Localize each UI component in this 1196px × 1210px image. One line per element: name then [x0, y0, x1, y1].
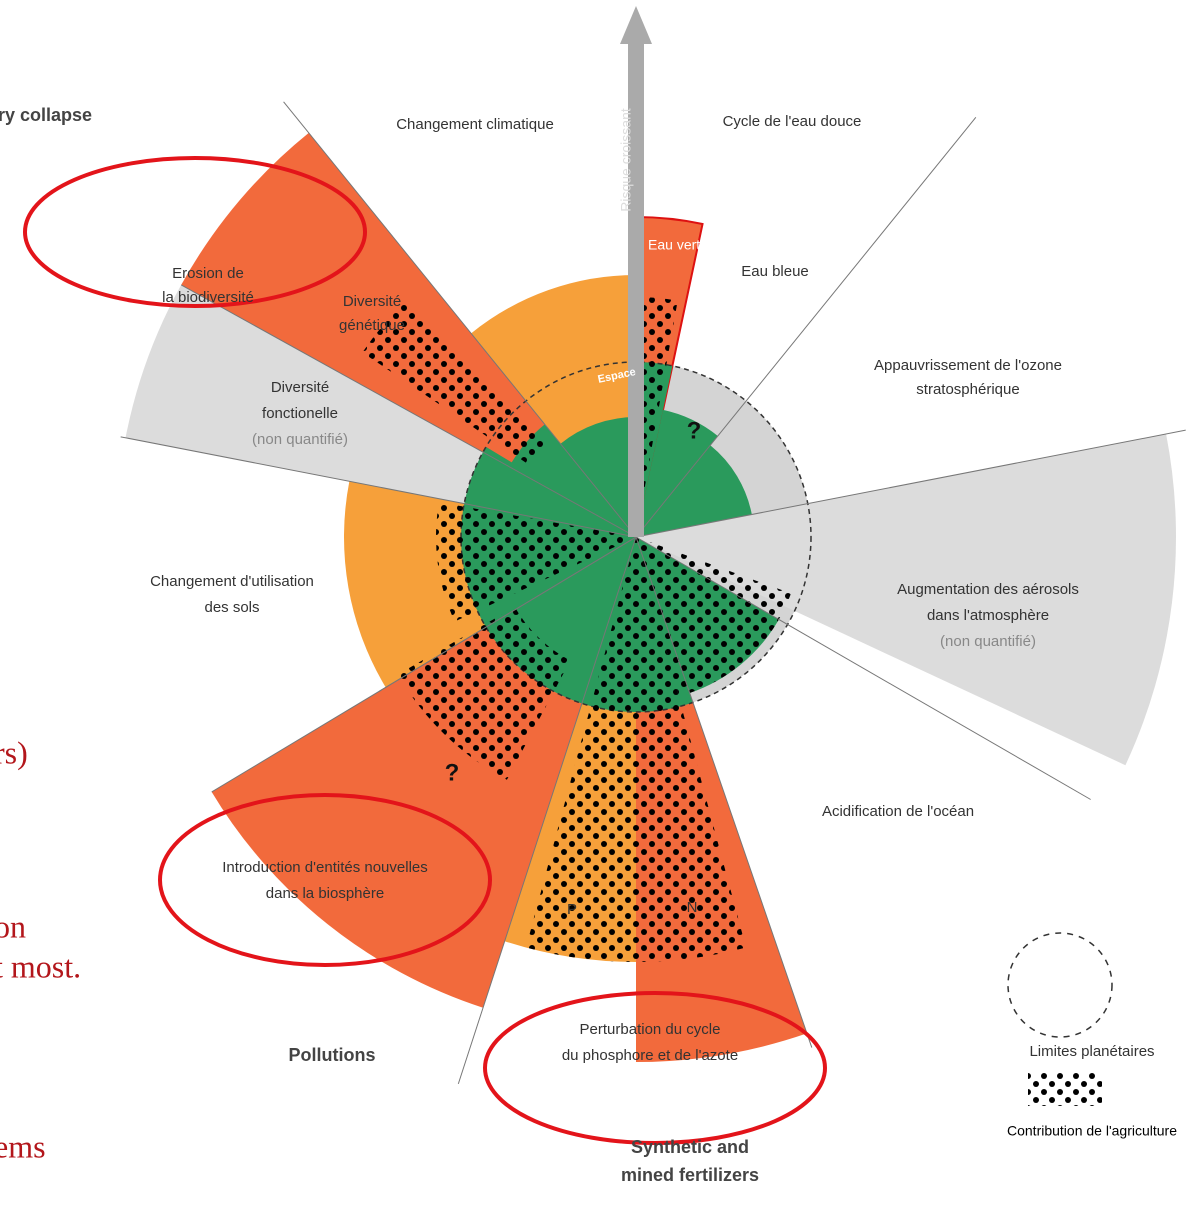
- highlight: [158, 793, 492, 967]
- question-mark: ?: [445, 759, 460, 786]
- legend-label: Contribution de l'agriculture: [1007, 1123, 1177, 1139]
- label: des sols: [204, 599, 259, 616]
- side-label: mined fertilizers: [621, 1165, 759, 1185]
- label: Augmentation des aérosols: [897, 581, 1079, 598]
- divider: [457, 536, 637, 1085]
- label: Changement climatique: [396, 116, 554, 133]
- side-label: Synthetic and: [631, 1137, 749, 1157]
- label: du phosphore et de l'azote: [562, 1047, 738, 1064]
- label: (non quantifié): [252, 431, 348, 448]
- divider: [635, 536, 813, 1048]
- safe-sector: [636, 445, 752, 537]
- divider: [283, 101, 637, 538]
- divider: [378, 536, 637, 692]
- divider: [635, 536, 1091, 800]
- cut-text: ems: [0, 1128, 46, 1164]
- agri-dots: [636, 537, 792, 697]
- arrow-head: [620, 6, 652, 44]
- axis-label: Risque croissant: [618, 108, 634, 212]
- label: Eau bleue: [741, 263, 809, 280]
- label: fonctionelle: [262, 405, 338, 422]
- cut-text: on: [0, 908, 26, 944]
- agri-dots: [397, 607, 571, 780]
- highlight: [23, 156, 367, 308]
- label: N: [687, 899, 698, 916]
- safe-sector: [636, 409, 718, 537]
- label: (non quantifié): [940, 633, 1036, 650]
- label: Erosion de: [172, 265, 244, 282]
- label: Eau verte: [648, 237, 708, 253]
- label: Diversité: [343, 293, 401, 310]
- highlight: [483, 991, 827, 1145]
- label: P: [567, 901, 577, 918]
- divider: [635, 117, 977, 538]
- side-label: Pollutions: [289, 1045, 376, 1065]
- sector: [636, 433, 1177, 766]
- label: Diversité: [271, 379, 329, 396]
- divider: [635, 429, 1186, 538]
- label: génétique: [339, 317, 405, 334]
- label: Acidification de l'océan: [822, 803, 974, 820]
- agri-dots: [436, 502, 636, 622]
- sectors: [23, 6, 1186, 1145]
- divider: [180, 284, 637, 538]
- label: Changement d'utilisation: [150, 573, 314, 590]
- cut-text: rs): [0, 734, 28, 770]
- question-mark: ?: [687, 417, 702, 444]
- arrow-shaft: [628, 40, 644, 537]
- label: dans l'atmosphère: [927, 607, 1049, 624]
- label: la biodiversité: [162, 289, 254, 306]
- agri-dots: [362, 299, 546, 465]
- label: Perturbation du cycle: [580, 1021, 721, 1038]
- agri-dots: [636, 297, 678, 537]
- legend-label: Limites planétaires: [1029, 1043, 1154, 1060]
- label: stratosphérique: [916, 381, 1019, 398]
- label: Appauvrissement de l'ozone: [874, 357, 1062, 374]
- label: Cycle de l'eau douce: [723, 113, 862, 130]
- labels: ry collapse Changement climatique Cycle …: [0, 105, 1177, 1185]
- label: Introduction d'entités nouvelles: [222, 859, 428, 876]
- label: dans la biosphère: [266, 885, 384, 902]
- cut-title: ry collapse: [0, 105, 92, 125]
- cut-text: t most.: [0, 948, 81, 984]
- legend-boundary: [1007, 932, 1113, 1038]
- agri-dots: [526, 537, 746, 962]
- legend-dots: [1028, 1072, 1102, 1106]
- divider: [120, 436, 637, 538]
- safe-sector: [560, 417, 636, 537]
